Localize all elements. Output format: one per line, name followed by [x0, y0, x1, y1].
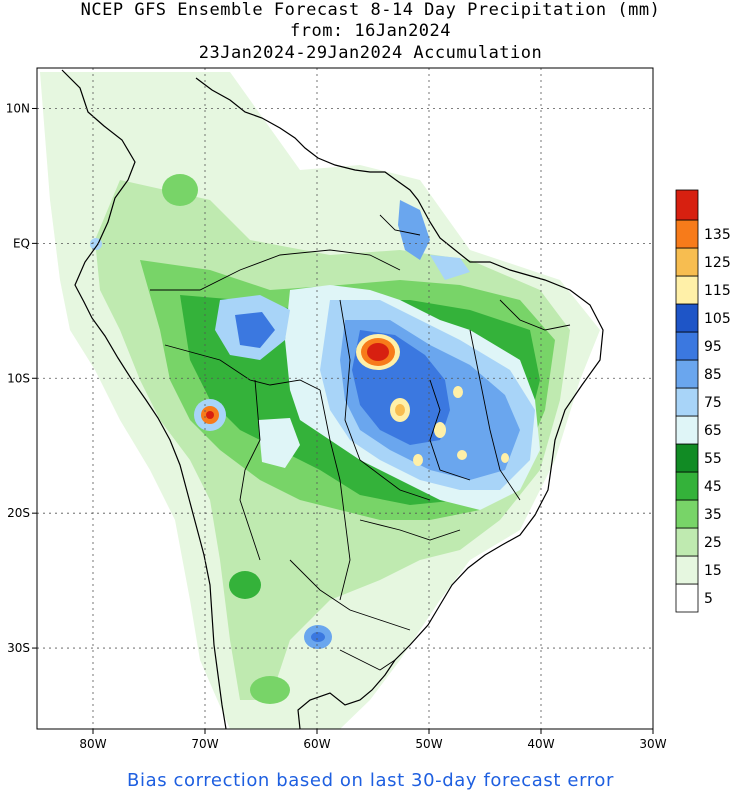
legend-label: 45 — [704, 479, 722, 495]
legend-label: 135 — [704, 227, 731, 243]
legend-swatch — [675, 555, 699, 585]
bias-correction-note: Bias correction based on last 30-day for… — [127, 770, 614, 791]
legend-swatch — [675, 331, 699, 361]
legend-swatch — [675, 527, 699, 557]
precip-spot-6 — [501, 453, 509, 463]
precip-coast-northeast — [430, 255, 470, 280]
continent-outline — [61, 69, 604, 729]
lat-tick-label: EQ — [13, 236, 30, 250]
legend-label: 95 — [704, 339, 722, 355]
legend-label: 25 — [704, 535, 722, 551]
legend-swatch — [675, 443, 699, 473]
precip-para-core — [367, 343, 389, 361]
map-frame — [36, 67, 654, 730]
precip-coast-north — [398, 200, 430, 260]
precip-cyan-bolivia — [258, 418, 300, 468]
legend-label: 65 — [704, 423, 722, 439]
lon-tick-label: 40W — [527, 737, 554, 751]
legend-label: 55 — [704, 451, 722, 467]
precip-south-2-core — [311, 632, 325, 642]
lon-tick-label: 70W — [191, 737, 218, 751]
precip-peru-core — [206, 411, 214, 419]
precip-spot-2 — [453, 386, 463, 398]
legend-swatch — [675, 583, 699, 613]
precip-shading — [40, 72, 600, 729]
legend-label: 115 — [704, 283, 731, 299]
title-line-3: 23Jan2024-29Jan2024 Accumulation — [198, 43, 543, 63]
precip-spot-3 — [434, 422, 446, 438]
title-line-1: NCEP GFS Ensemble Forecast 8-14 Day Prec… — [80, 0, 661, 20]
lat-tick-label: 10S — [7, 371, 30, 385]
legend-swatch — [675, 189, 699, 221]
map-axis-ticks: 10N EQ 10S 20S 30S 80W 70W 60W 50W 40W 30W — [6, 101, 667, 751]
legend-swatch — [675, 303, 699, 333]
legend-label: 85 — [704, 367, 722, 383]
lon-tick-label: 30W — [639, 737, 666, 751]
precip-south-3 — [250, 676, 290, 704]
legend-label: 15 — [704, 563, 722, 579]
precip-colombia — [162, 174, 198, 206]
lat-tick-label: 30S — [7, 641, 30, 655]
legend-swatch — [675, 471, 699, 501]
legend-swatch — [675, 415, 699, 445]
legend-label: 35 — [704, 507, 722, 523]
lat-tick-label: 20S — [7, 506, 30, 520]
legend-swatch — [675, 247, 699, 277]
precip-spot-1-core — [395, 404, 405, 416]
legend-label: 5 — [704, 591, 713, 607]
lon-tick-label: 50W — [415, 737, 442, 751]
legend-swatch — [675, 275, 699, 305]
lon-tick-label: 60W — [303, 737, 330, 751]
legend-swatch — [675, 387, 699, 417]
legend-label: 105 — [704, 311, 731, 327]
title-line-2: from: 16Jan2024 — [289, 21, 452, 41]
legend-label: 125 — [704, 255, 731, 271]
legend-label: 75 — [704, 395, 722, 411]
legend-swatch — [675, 359, 699, 389]
legend-swatch — [675, 499, 699, 529]
political-borders — [150, 214, 571, 671]
precip-spot-5 — [457, 450, 467, 460]
precip-blue-west-inner — [235, 312, 275, 348]
lon-tick-label: 80W — [79, 737, 106, 751]
legend-swatch — [675, 219, 699, 249]
precip-south-1 — [229, 571, 261, 599]
legend: 5 15 25 35 45 55 65 75 85 95 105 115 125 135 — [675, 189, 731, 613]
lat-tick-label: 10N — [6, 101, 30, 115]
map-grid — [37, 68, 654, 729]
precip-spot-4 — [413, 454, 423, 466]
